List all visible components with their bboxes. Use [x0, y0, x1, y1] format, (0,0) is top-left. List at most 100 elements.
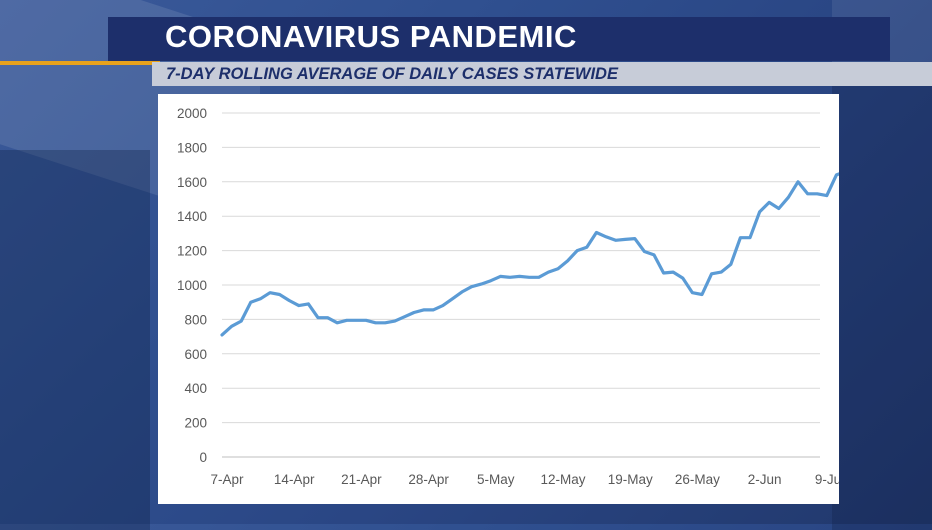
- data-point: [422, 308, 425, 312]
- data-point: [614, 239, 617, 242]
- data-point: [441, 304, 444, 307]
- data-point: [288, 299, 291, 302]
- y-tick-label: 2000: [177, 106, 207, 121]
- data-point: [729, 263, 732, 266]
- data-point: [508, 276, 512, 279]
- data-point: [220, 333, 224, 337]
- data-point: [451, 297, 454, 300]
- y-tick-label: 1600: [177, 175, 207, 190]
- data-point: [316, 316, 320, 319]
- data-point: [460, 290, 464, 294]
- background-panel: [832, 70, 932, 530]
- x-tick-label: 12-May: [540, 472, 585, 487]
- data-point: [691, 291, 694, 294]
- data-point: [556, 267, 560, 270]
- y-tick-label: 400: [184, 381, 207, 396]
- y-tick-label: 1200: [177, 244, 207, 259]
- data-point: [297, 304, 300, 307]
- chart-panel: 0 200 400 600 800 1000 1200 1400 1600 1800 2000 7-…: [158, 94, 839, 504]
- data-point: [825, 194, 828, 197]
- data-point: [816, 192, 819, 195]
- data-point: [739, 236, 742, 239]
- data-point: [412, 311, 416, 314]
- data-point: [470, 285, 473, 288]
- x-tick-label: 14-Apr: [274, 472, 315, 487]
- data-point: [249, 301, 252, 304]
- data-point: [787, 196, 790, 199]
- x-tick-label: 2-Jun: [748, 472, 782, 487]
- data-point: [624, 238, 627, 241]
- data-point: [576, 249, 579, 252]
- x-tick-label: 9-Jun: [815, 472, 839, 487]
- data-point: [230, 325, 233, 328]
- y-tick-label: 200: [184, 416, 207, 431]
- data-point: [537, 276, 540, 279]
- data-point: [806, 192, 809, 195]
- x-tick-label: 5-May: [477, 472, 515, 487]
- data-point: [259, 297, 262, 300]
- data-point: [326, 316, 329, 319]
- data-point: [518, 275, 521, 278]
- x-axis-labels: 7-Apr 14-Apr 21-Apr 28-Apr 5-May 12-May 19-May…: [210, 472, 839, 487]
- data-point: [384, 321, 387, 324]
- data-point: [604, 235, 608, 238]
- data-point: [566, 259, 569, 263]
- data-point: [489, 279, 492, 282]
- y-tick-label: 1800: [177, 140, 207, 155]
- data-point: [710, 272, 713, 275]
- subtitle-banner: [152, 62, 932, 86]
- data-point: [547, 270, 550, 274]
- data-point: [364, 319, 368, 322]
- data-point: [595, 231, 598, 234]
- title-banner: [108, 17, 890, 61]
- page-title: CORONAVIRUS PANDEMIC: [165, 19, 577, 54]
- data-point: [835, 173, 838, 177]
- chart-subtitle: 7-DAY ROLLING AVERAGE OF DAILY CASES STA…: [166, 65, 618, 83]
- data-point: [480, 282, 483, 286]
- data-point: [403, 315, 406, 318]
- x-tick-label: 28-Apr: [408, 472, 449, 487]
- data-point: [355, 319, 358, 322]
- data-point: [643, 250, 646, 253]
- y-tick-label: 800: [184, 312, 207, 327]
- data-point: [662, 271, 665, 275]
- data-point: [585, 246, 588, 249]
- accent-line: [0, 61, 160, 65]
- data-point: [240, 319, 243, 323]
- series-line: [220, 172, 839, 337]
- data-point: [268, 291, 272, 294]
- gridlines: [222, 112, 820, 424]
- data-point: [307, 302, 310, 306]
- data-point: [345, 319, 348, 322]
- data-point: [499, 275, 502, 278]
- y-tick-label: 1000: [177, 278, 207, 293]
- data-point: [374, 321, 377, 324]
- y-axis-labels: 0 200 400 600 800 1000 1200 1400 1600 1800 2000: [177, 106, 207, 465]
- data-point: [432, 308, 435, 312]
- y-tick-label: 0: [199, 450, 207, 465]
- line-chart: 0 200 400 600 800 1000 1200 1400 1600 1800 2000 7-…: [177, 106, 839, 487]
- data-point: [652, 253, 656, 257]
- data-point: [777, 207, 780, 210]
- x-tick-label: 7-Apr: [210, 472, 244, 487]
- x-tick-label: 21-Apr: [341, 472, 382, 487]
- data-point: [700, 293, 704, 296]
- y-tick-label: 1400: [177, 209, 207, 224]
- background-panel: [0, 150, 150, 530]
- data-point: [796, 180, 800, 183]
- data-point: [758, 210, 761, 214]
- data-point: [278, 293, 281, 296]
- data-point: [720, 270, 723, 274]
- x-tick-label: 26-May: [675, 472, 720, 487]
- data-point: [748, 236, 752, 239]
- data-point: [768, 201, 771, 204]
- data-point: [681, 276, 684, 280]
- x-tick-label: 19-May: [608, 472, 653, 487]
- data-point: [672, 270, 675, 274]
- data-points: [220, 173, 838, 337]
- data-point: [393, 319, 396, 323]
- data-point: [336, 321, 339, 324]
- y-tick-label: 600: [184, 347, 207, 362]
- data-point: [528, 276, 531, 279]
- data-point: [633, 237, 636, 240]
